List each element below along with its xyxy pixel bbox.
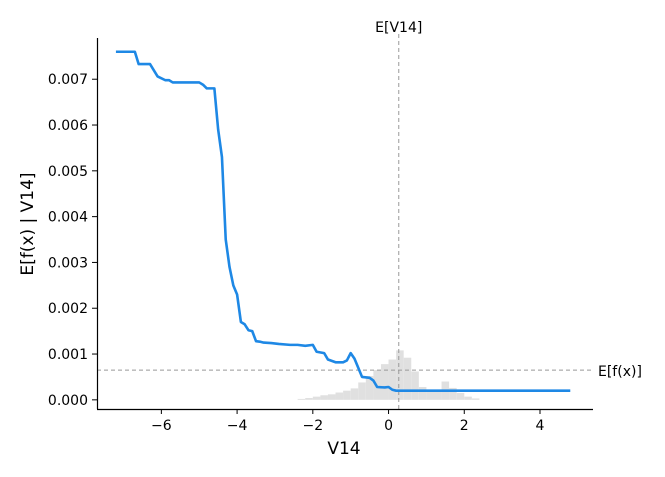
histogram-bar (403, 357, 412, 400)
histogram-bar (305, 398, 313, 400)
histogram-bar (297, 398, 306, 400)
y-tick-label: 0.003 (48, 255, 88, 271)
x-tick-label: −4 (227, 418, 248, 434)
histogram-bar (456, 392, 465, 400)
histogram-bar (418, 387, 427, 400)
histogram-bar (449, 387, 457, 400)
histogram-bar (343, 390, 351, 400)
histogram-bar (471, 398, 480, 400)
x-tick-label: −6 (151, 418, 172, 434)
y-tick-label: 0.007 (48, 72, 88, 88)
expected-v14-label: E[V14] (375, 20, 422, 36)
x-axis-title: V14 (327, 439, 360, 459)
x-axis-ticks: −6 −4 −2 0 2 4 (151, 409, 545, 434)
histogram-bar (388, 359, 397, 400)
histogram-bar (380, 364, 389, 400)
histogram-bar (312, 396, 321, 400)
y-axis-title: E[f(x) | V14] (18, 172, 38, 275)
x-tick-label: −2 (302, 418, 323, 434)
histogram-bar (433, 391, 442, 400)
y-tick-label: 0.002 (48, 301, 88, 317)
x-tick-label: 4 (536, 418, 545, 434)
histogram-bar (365, 376, 374, 400)
histogram-bar (411, 371, 419, 400)
y-axis-ticks: 0.000 0.001 0.002 0.003 0.004 0.005 0.006 0.007 (48, 72, 97, 409)
x-tick-label: 0 (384, 418, 393, 434)
histogram-bar (464, 396, 472, 400)
y-tick-label: 0.000 (48, 393, 88, 409)
y-tick-label: 0.006 (48, 118, 88, 134)
histogram (297, 350, 480, 400)
series-line (115, 50, 571, 392)
x-tick-label: 2 (460, 418, 469, 434)
y-tick-label: 0.001 (48, 347, 88, 363)
y-tick-label: 0.004 (48, 210, 88, 226)
histogram-bar (350, 388, 359, 400)
histogram-bar (396, 350, 404, 400)
y-tick-label: 0.005 (48, 164, 88, 180)
histogram-bar (358, 382, 366, 400)
histogram-bar (426, 389, 434, 400)
expected-fx-label: E[f(x)] (598, 364, 642, 380)
histogram-bar (335, 392, 344, 400)
histogram-bar (320, 395, 328, 400)
histogram-bar (327, 394, 336, 400)
reference-lines (97, 34, 593, 409)
